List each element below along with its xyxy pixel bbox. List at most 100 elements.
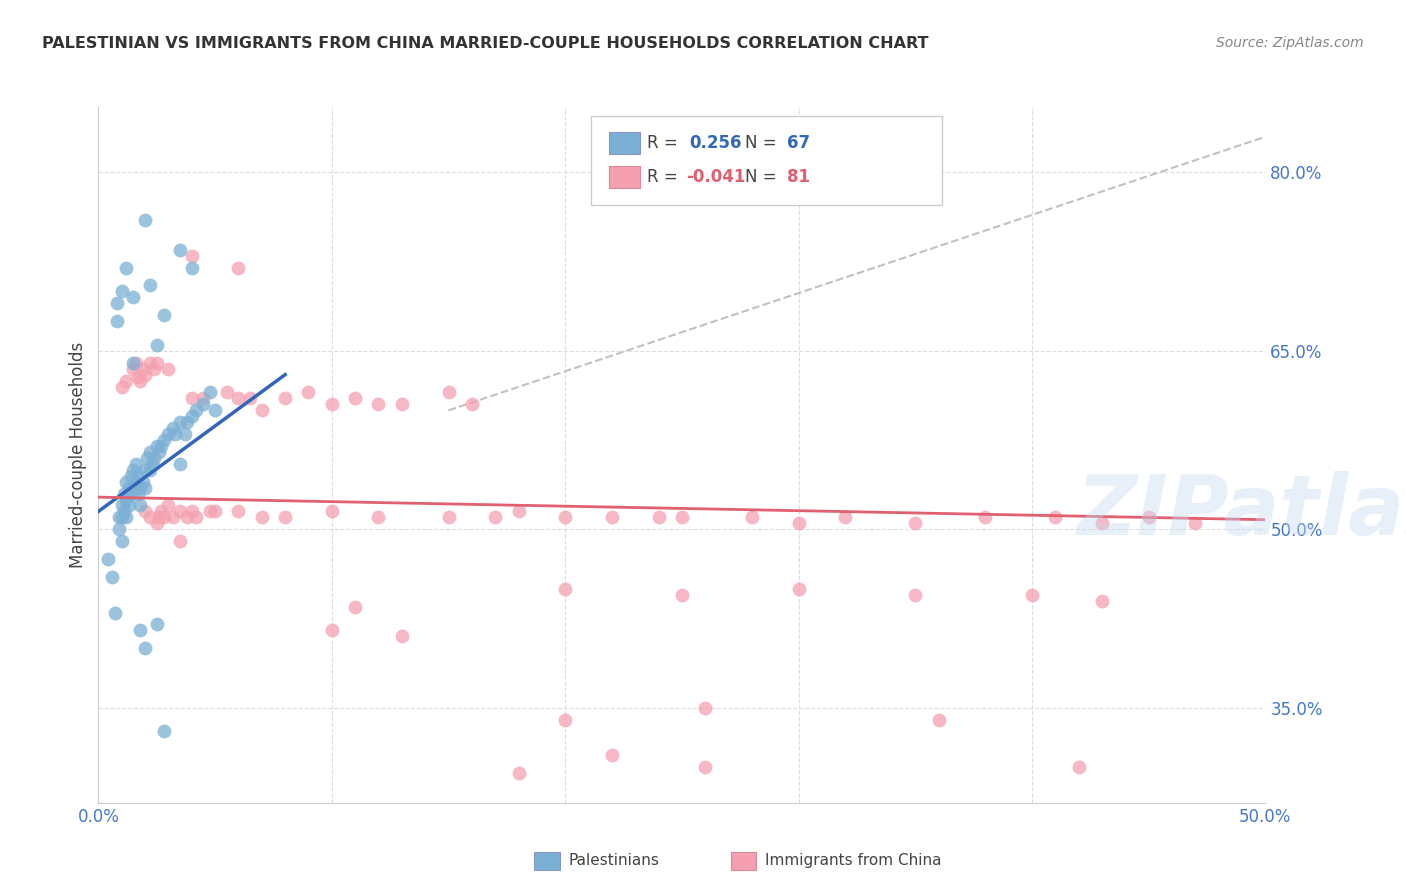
Point: [152, 433, 174, 447]
Point: [228, 504, 250, 518]
Point: [1184, 516, 1206, 531]
Point: [108, 510, 131, 524]
Point: [787, 582, 810, 596]
Point: [250, 510, 273, 524]
Point: [122, 356, 145, 370]
Point: [127, 468, 149, 483]
Point: [200, 504, 222, 518]
Point: [1021, 588, 1043, 602]
Point: [391, 629, 413, 643]
Point: [157, 427, 180, 442]
Point: [118, 481, 141, 495]
Point: [97, 552, 120, 566]
Point: [215, 385, 238, 400]
Point: [120, 486, 142, 500]
Point: [141, 457, 163, 471]
Text: Source: ZipAtlas.com: Source: ZipAtlas.com: [1216, 36, 1364, 50]
Point: [118, 499, 141, 513]
Point: [125, 457, 148, 471]
Point: [115, 260, 138, 275]
Point: [169, 243, 191, 257]
Point: [169, 504, 191, 518]
Text: N =: N =: [745, 168, 782, 186]
Point: [139, 463, 162, 477]
Point: [143, 450, 166, 465]
Point: [204, 403, 226, 417]
Text: ZIPatlas: ZIPatlas: [1077, 471, 1406, 552]
Text: 67: 67: [787, 134, 810, 152]
Point: [600, 510, 623, 524]
Point: [321, 624, 343, 638]
Point: [186, 510, 208, 524]
Point: [112, 504, 135, 518]
Point: [111, 285, 134, 299]
Point: [157, 361, 180, 376]
Point: [1137, 510, 1160, 524]
Point: [228, 392, 250, 406]
Point: [647, 510, 669, 524]
Point: [344, 599, 367, 614]
Point: [143, 361, 166, 376]
Text: PALESTINIAN VS IMMIGRANTS FROM CHINA MARRIED-COUPLE HOUSEHOLDS CORRELATION CHART: PALESTINIAN VS IMMIGRANTS FROM CHINA MAR…: [42, 36, 929, 51]
Point: [115, 374, 138, 388]
Point: [125, 356, 148, 370]
Point: [162, 421, 184, 435]
Point: [193, 397, 215, 411]
Point: [274, 392, 297, 406]
Point: [132, 361, 155, 376]
Point: [162, 510, 184, 524]
Text: N =: N =: [745, 134, 782, 152]
Point: [120, 468, 142, 483]
Point: [134, 213, 156, 227]
Point: [101, 570, 124, 584]
Point: [180, 504, 202, 518]
Point: [176, 510, 198, 524]
Point: [200, 385, 222, 400]
Point: [146, 439, 169, 453]
Point: [134, 463, 156, 477]
Point: [671, 588, 693, 602]
Point: [139, 510, 162, 524]
Point: [367, 397, 389, 411]
Point: [115, 492, 138, 507]
Text: Palestinians: Palestinians: [568, 854, 659, 868]
Point: [437, 385, 460, 400]
Point: [176, 415, 198, 429]
Point: [125, 475, 148, 489]
Point: [193, 392, 215, 406]
Point: [974, 510, 997, 524]
Point: [105, 296, 128, 310]
Point: [165, 427, 187, 442]
Point: [1091, 516, 1114, 531]
Point: [180, 260, 202, 275]
Point: [695, 760, 717, 774]
Point: [150, 504, 173, 518]
Point: [834, 510, 856, 524]
Point: [250, 403, 273, 417]
Point: [1045, 510, 1067, 524]
Point: [152, 510, 174, 524]
Point: [169, 457, 191, 471]
Point: [129, 374, 152, 388]
Point: [169, 534, 191, 549]
Text: Immigrants from China: Immigrants from China: [765, 854, 942, 868]
Point: [554, 582, 576, 596]
Point: [228, 260, 250, 275]
Point: [904, 588, 927, 602]
Point: [1067, 760, 1090, 774]
Point: [129, 624, 152, 638]
Point: [180, 392, 202, 406]
Point: [129, 499, 152, 513]
Point: [139, 445, 162, 459]
Point: [150, 439, 173, 453]
Point: [115, 510, 138, 524]
Point: [112, 486, 135, 500]
Point: [111, 534, 134, 549]
Point: [741, 510, 763, 524]
Point: [671, 510, 693, 524]
Point: [104, 606, 127, 620]
Text: 81: 81: [787, 168, 810, 186]
Point: [321, 504, 343, 518]
Point: [180, 409, 202, 424]
Point: [134, 368, 156, 382]
